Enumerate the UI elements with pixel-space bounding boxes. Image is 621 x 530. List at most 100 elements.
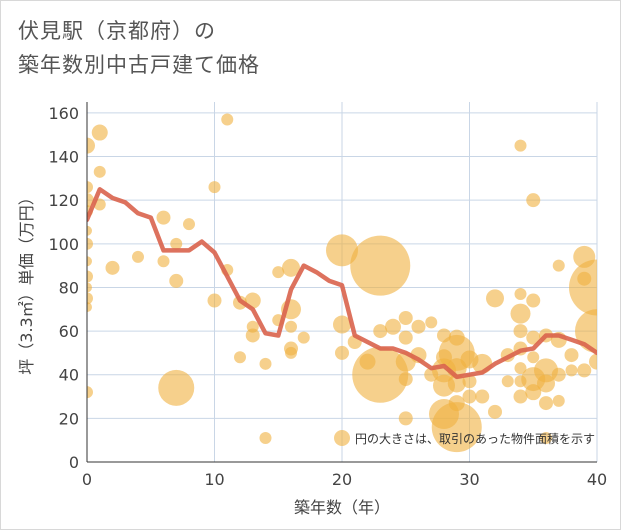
bubble-point <box>514 288 527 300</box>
y-tick-label: 140 <box>48 148 79 167</box>
bubble-point <box>87 137 95 154</box>
bubble-point <box>539 396 553 411</box>
y-tick-label: 80 <box>59 278 79 297</box>
bubble-point <box>411 319 426 334</box>
bubble-point <box>87 181 93 194</box>
grid-lines <box>87 102 598 462</box>
y-tick-label: 0 <box>69 453 79 472</box>
bubble-point <box>565 364 578 377</box>
bubble-point <box>297 331 310 344</box>
bubble-point <box>398 311 413 325</box>
y-tick-label: 160 <box>48 104 79 123</box>
bubble-point <box>385 318 401 335</box>
bubble-point <box>462 389 477 404</box>
bubble-point <box>398 330 413 345</box>
bubble-point <box>513 324 528 339</box>
x-tick-label: 0 <box>82 470 92 489</box>
bubble-point <box>540 432 552 444</box>
bubble-point <box>350 235 411 296</box>
bubble-point <box>105 260 120 275</box>
bubble-point <box>221 113 234 126</box>
x-tick-label: 30 <box>459 470 479 489</box>
trend-line <box>87 187 597 380</box>
bubble-point <box>564 348 579 363</box>
bubble-point <box>157 255 170 268</box>
bubble-point <box>488 404 502 419</box>
axes <box>86 102 597 463</box>
bubble-point <box>87 386 93 399</box>
x-tick-label: 40 <box>587 470 607 489</box>
bubble-point <box>259 432 272 444</box>
bubble-point <box>501 375 514 388</box>
bubble-point <box>551 367 566 382</box>
trend-line-series <box>87 187 597 380</box>
bubble-point <box>87 292 93 305</box>
bubble-point <box>87 302 92 313</box>
y-tick-label: 40 <box>59 366 79 385</box>
bubble-point <box>552 259 565 272</box>
bubble-point <box>486 289 504 308</box>
y-tick-label: 60 <box>59 322 79 341</box>
bubble-point <box>272 266 285 279</box>
y-tick-label: 20 <box>59 409 79 428</box>
bubble-point <box>259 357 272 370</box>
bubble-point <box>169 273 184 288</box>
bubble-point <box>158 369 195 406</box>
bubble-point <box>510 303 531 324</box>
bubble-point <box>285 346 297 359</box>
bubble-point <box>526 330 541 345</box>
bubble-point <box>462 374 477 389</box>
y-axis-label: 坪（3.3㎡）単価（万円） <box>17 189 36 374</box>
bubble-point <box>514 139 527 152</box>
bubble-point <box>87 256 92 267</box>
x-tick-label: 20 <box>332 470 352 489</box>
chart-title-line-1: 伏見駅（京都府）の <box>18 19 216 43</box>
bubble-point <box>447 374 466 393</box>
bubble-point <box>87 225 92 236</box>
bubble-point <box>207 293 222 308</box>
bubble-point <box>575 309 597 354</box>
bubble-point <box>285 320 297 333</box>
bubble-point <box>326 234 358 267</box>
bubble-point <box>425 316 438 329</box>
bubble-point <box>398 372 413 387</box>
bubble-point <box>183 218 195 231</box>
bubble-point <box>132 250 144 263</box>
bubble-point <box>569 259 597 316</box>
bubble-point <box>537 374 555 393</box>
bubble-point <box>245 328 260 343</box>
bubble-point <box>335 345 349 360</box>
bubble-point <box>234 351 246 364</box>
bubble-point <box>513 389 528 404</box>
bubble-point <box>431 402 482 453</box>
chart-title-line-2: 築年数別中古戸建て価格 <box>18 53 260 77</box>
bubble-point <box>87 282 92 293</box>
tick-labels: 0 20 40 60 80 100 120 140 160 0 10 20 30 40 <box>48 104 607 489</box>
bubble-point <box>475 389 490 404</box>
bubble-point <box>552 394 565 407</box>
bubble-point <box>93 165 106 178</box>
bubble-point <box>91 124 108 141</box>
bubble-point <box>526 293 541 308</box>
bubble-point <box>87 237 93 250</box>
bubble-point <box>156 210 171 225</box>
bubble-point <box>527 351 540 364</box>
bubble-point <box>577 363 592 378</box>
bubble-point <box>373 324 388 339</box>
y-tick-label: 120 <box>48 191 79 210</box>
y-tick-label: 100 <box>48 235 79 254</box>
bubble-point <box>170 237 183 250</box>
bubble-point <box>525 384 542 401</box>
bubble-point <box>334 430 350 446</box>
bubble-point <box>589 353 597 370</box>
bubble-series <box>87 113 597 453</box>
x-tick-label: 10 <box>204 470 224 489</box>
x-axis-label: 築年数（年） <box>294 498 390 517</box>
bubble-point <box>282 258 300 277</box>
bubble-point <box>514 362 527 375</box>
bubble-point <box>333 315 351 334</box>
chart-title: 伏見駅（京都府）の 築年数別中古戸建て価格 <box>18 14 260 82</box>
bubble-point <box>352 346 409 403</box>
